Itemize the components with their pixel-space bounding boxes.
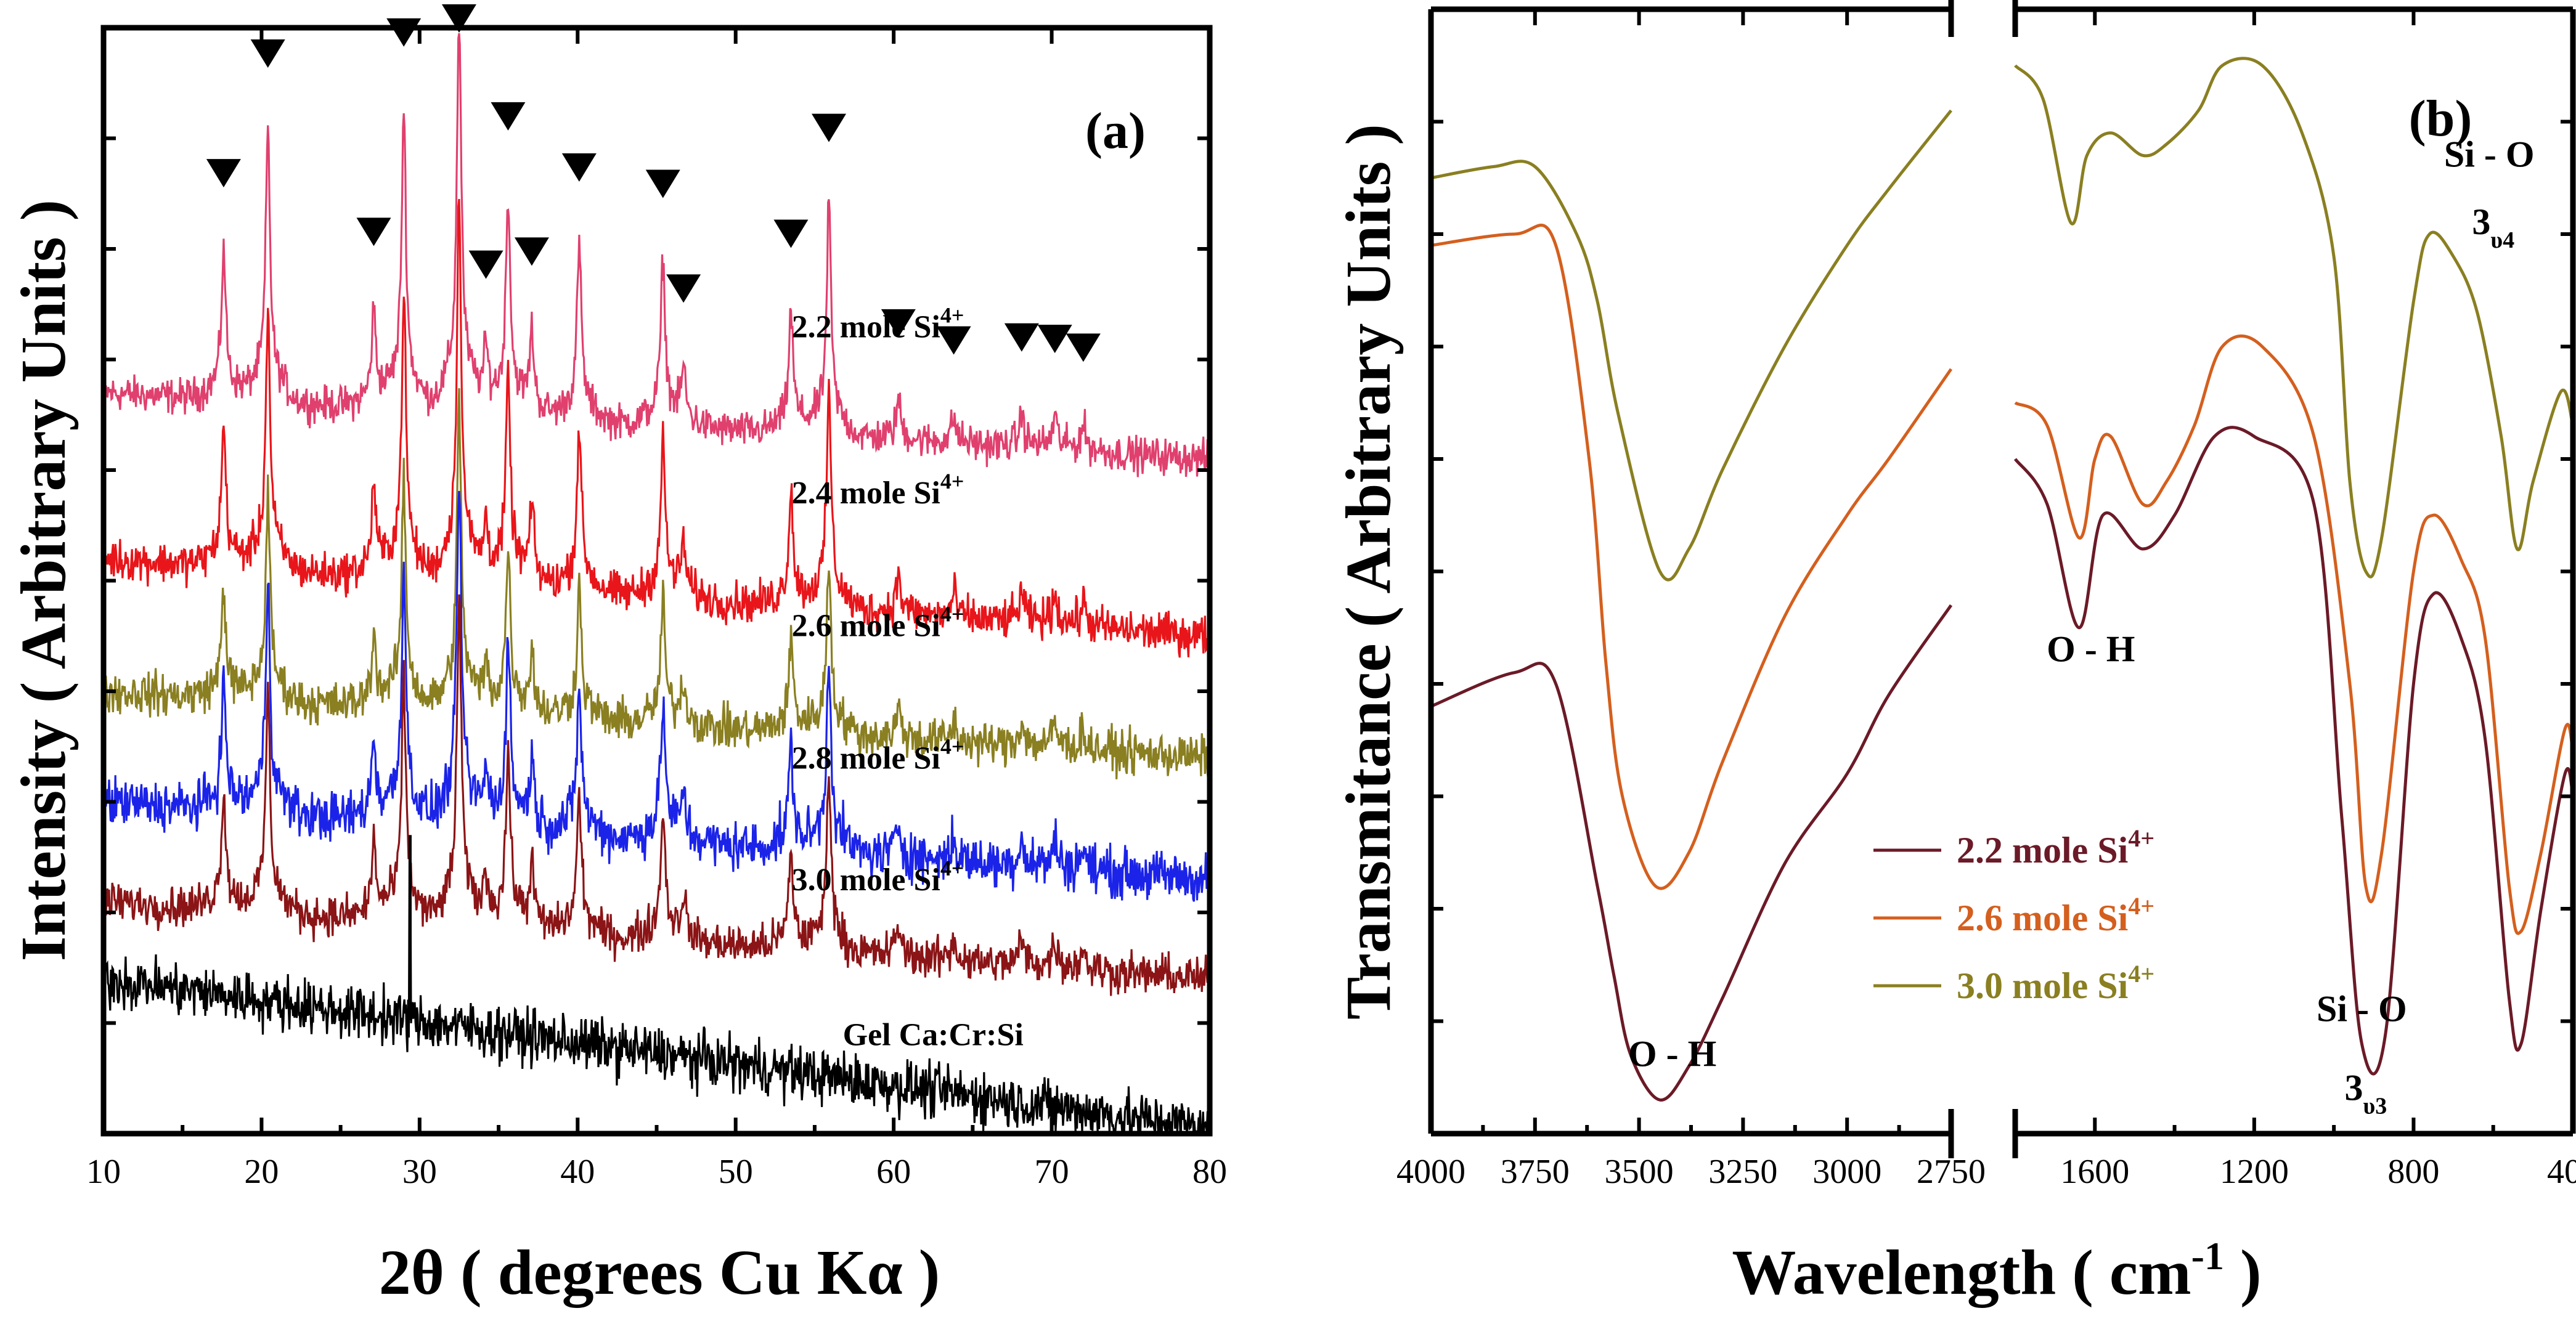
ftir-x-tick-label: 3500 <box>1605 1153 1674 1191</box>
xrd-series-line <box>102 33 1211 477</box>
ftir-x-tick-label: 4000 <box>1396 1153 1465 1191</box>
ftir-x-tick-label: 1600 <box>2060 1153 2129 1191</box>
xrd-x-tick-label: 10 <box>86 1153 121 1191</box>
xrd-series-line <box>102 388 1210 779</box>
xrd-panel: 2.2 mole Si4+ 2.4 mole Si4+ 2.6 mole Si4+ 2… <box>8 4 1227 1308</box>
xrd-x-tick-label: 60 <box>876 1153 911 1191</box>
xrd-series-label: 2.6 mole Si4+ <box>792 601 964 643</box>
xrd-peak-marker <box>386 18 422 47</box>
xrd-series-label: 2.8 mole Si4+ <box>792 734 964 776</box>
ftir-annotation-sio-v4: Si - O <box>2444 134 2535 175</box>
xrd-peak-markers <box>206 4 1101 362</box>
xrd-x-tick-label: 30 <box>402 1153 437 1191</box>
xrd-peak-marker <box>1037 325 1072 354</box>
ftir-annotation-sio-v3: Si - O <box>2317 989 2407 1029</box>
ftir-legend-label: 2.2 mole Si4+ <box>1957 824 2154 871</box>
xrd-x-tick-label: 50 <box>719 1153 753 1191</box>
xrd-gel-label: Gel Ca:Cr:Si <box>843 1017 1024 1052</box>
xrd-peak-marker <box>356 217 391 246</box>
xrd-gel-line <box>102 842 1211 1135</box>
ftir-x-tick-label: 3250 <box>1708 1153 1777 1191</box>
ftir-y-axis-title: Transmitance ( Arbitrary Units ) <box>1333 124 1404 1020</box>
ftir-annotation-oh-right: O - H <box>2047 629 2135 670</box>
xrd-x-tick-label: 70 <box>1035 1153 1069 1191</box>
xrd-x-tick-label: 40 <box>560 1153 595 1191</box>
xrd-y-ticks <box>104 136 1210 1025</box>
ftir-x-tick-label: 1200 <box>2220 1153 2289 1191</box>
xrd-x-tick-label: 80 <box>1192 1153 1227 1191</box>
xrd-series-label: 3.0 mole Si4+ <box>792 856 964 898</box>
xrd-x-title-alpha: α <box>867 1237 903 1308</box>
ftir-panel: 4000 3750 3500 3250 3000 2750 1600 1200 800 400 O… <box>1333 0 2576 1308</box>
xrd-series-group <box>102 33 1211 1135</box>
ftir-series-line-left <box>1430 224 1953 890</box>
ftir-series-line-right <box>2014 334 2575 935</box>
xrd-peak-marker <box>645 169 680 198</box>
ftir-legend-label: 2.6 mole Si4+ <box>1957 892 2154 938</box>
xrd-peak-marker <box>206 159 241 188</box>
ftir-x-axis-title: Wavelength ( cm-1 ) <box>1732 1234 2261 1308</box>
xrd-series-line <box>102 490 1211 902</box>
xrd-series-label: 2.4 mole Si4+ <box>792 469 964 511</box>
ftir-x-tick-label: 3000 <box>1812 1153 1881 1191</box>
xrd-peak-marker <box>1066 333 1101 362</box>
ftir-x-title-close: ) <box>2224 1237 2262 1308</box>
xrd-x-title-close: ) <box>903 1237 940 1308</box>
xrd-x-tick-label: 20 <box>244 1153 279 1191</box>
ftir-x-title-sup: -1 <box>2191 1234 2224 1278</box>
ftir-x-ticks: 4000 3750 3500 3250 3000 2750 1600 1200 800 400 <box>1396 9 2576 1191</box>
ftir-legend: 2.2 mole Si4+ 2.6 mole Si4+ 3.0 mole Si4+ <box>1873 824 2154 1006</box>
xrd-peak-marker <box>514 237 549 266</box>
xrd-peak-marker <box>773 219 809 248</box>
xrd-x-axis-title: 2θ ( degrees Cu Kα ) <box>379 1237 940 1308</box>
xrd-peak-marker <box>468 250 503 279</box>
ftir-sublabel-v3: 3υ3 <box>2344 1067 2387 1119</box>
ftir-series-line-left <box>1430 604 1953 1102</box>
ftir-series-line-right <box>2014 57 2575 579</box>
ftir-series-group <box>1430 57 2575 1102</box>
xrd-peak-marker <box>1004 323 1039 352</box>
xrd-peak-marker <box>936 326 971 355</box>
xrd-series-label: 2.2 mole Si4+ <box>792 303 964 345</box>
xrd-series-line <box>102 594 1211 996</box>
ftir-x-tick-label: 3750 <box>1501 1153 1570 1191</box>
ftir-panel-label: (b) <box>2409 90 2472 147</box>
xrd-peak-marker <box>881 309 916 338</box>
xrd-y-axis-title: Intensity ( Arbitrary Units ) <box>8 200 79 961</box>
xrd-peak-marker <box>441 4 476 33</box>
xrd-panel-label: (a) <box>1085 102 1146 160</box>
xrd-peak-marker <box>491 102 526 131</box>
xrd-x-title-main: 2θ ( degrees Cu K <box>379 1237 867 1308</box>
ftir-annotation-oh-left: O - H <box>1628 1034 1716 1074</box>
ftir-series-line-right <box>2013 426 2575 1076</box>
ftir-annotations: O - H O - H Si - O Si - O 3υ3 3υ4 <box>1628 134 2535 1119</box>
xrd-peak-marker <box>812 113 847 142</box>
xrd-series-labels: 2.2 mole Si4+ 2.4 mole Si4+ 2.6 mole Si4+ 2… <box>792 303 1024 1053</box>
xrd-x-ticks: 10 20 30 40 50 60 70 80 <box>86 28 1227 1191</box>
ftir-x-tick-label: 2750 <box>1917 1153 1986 1191</box>
xrd-peak-marker <box>250 39 285 68</box>
ftir-y-ticks <box>1431 120 2573 1023</box>
ftir-sublabel-v4: 3υ4 <box>2472 201 2514 253</box>
ftir-x-tick-label: 400 <box>2547 1153 2576 1191</box>
ftir-legend-label: 3.0 mole Si4+ <box>1957 960 2154 1006</box>
ftir-x-tick-label: 800 <box>2387 1153 2439 1191</box>
xrd-peak-marker <box>561 153 597 182</box>
xrd-series-line <box>102 198 1211 658</box>
ftir-x-title-main: Wavelength ( cm <box>1732 1237 2191 1308</box>
ftir-series-line-left <box>1430 109 1952 582</box>
xrd-peak-marker <box>666 274 701 303</box>
